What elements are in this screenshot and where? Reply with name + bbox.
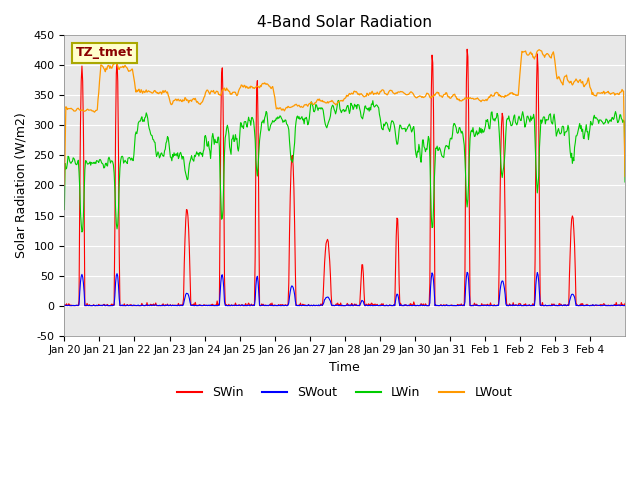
Legend: SWin, SWout, LWin, LWout: SWin, SWout, LWin, LWout [172, 382, 517, 405]
X-axis label: Time: Time [330, 361, 360, 374]
Text: TZ_tmet: TZ_tmet [76, 47, 133, 60]
Y-axis label: Solar Radiation (W/m2): Solar Radiation (W/m2) [15, 113, 28, 258]
Title: 4-Band Solar Radiation: 4-Band Solar Radiation [257, 15, 432, 30]
